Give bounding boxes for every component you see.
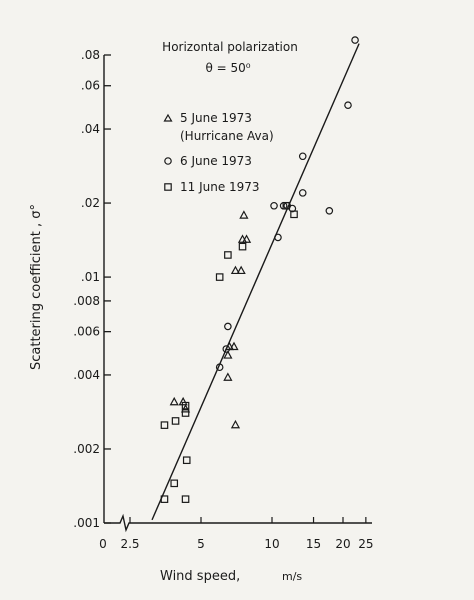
point-circle (224, 322, 232, 331)
legend: 5 June 1973 (Hurricane Ava) 6 June 1973 … (163, 111, 274, 194)
y-tick-label: .008 (73, 294, 100, 308)
point-square (170, 479, 179, 488)
legend-label-5-june: 5 June 1973 (180, 111, 252, 125)
x-tick-label: 20 (335, 537, 350, 551)
point-triangle (230, 419, 241, 429)
point-square (224, 251, 232, 259)
chart-title-line1: Horizontal polarization (162, 40, 298, 54)
point-triangle (169, 396, 179, 406)
point-triangle (236, 265, 246, 275)
point-square (160, 421, 169, 429)
point-square (282, 201, 291, 210)
x-tick-label: 10 (264, 537, 279, 551)
y-tick-label: .08 (81, 48, 100, 62)
point-circle (270, 201, 278, 210)
point-square (215, 273, 224, 281)
legend-square-icon (164, 183, 172, 191)
x-tick-label: 5 (197, 537, 205, 551)
x-ticks: 2.5 5 10 15 20 25 (120, 517, 373, 551)
point-circle (325, 207, 334, 215)
point-circle (298, 189, 307, 197)
point-circle (222, 345, 231, 353)
legend-circle-icon (164, 157, 172, 165)
point-triangle (230, 265, 241, 275)
point-circle (274, 233, 282, 242)
legend-triangle-icon (163, 113, 173, 122)
fit-line (151, 43, 360, 521)
y-tick-label: .006 (73, 325, 100, 339)
y-tick-label: .04 (81, 122, 100, 136)
x-tick-label: 25 (358, 537, 373, 551)
point-triangle (178, 396, 188, 406)
y-tick-label: .06 (81, 79, 100, 93)
point-square (160, 495, 169, 503)
point-triangle (229, 341, 239, 351)
legend-label-hurricane-ava: (Hurricane Ava) (180, 129, 274, 143)
point-circle (215, 363, 224, 372)
legend-label-6-june: 6 June 1973 (180, 154, 252, 168)
x-axis-unit: m/s (282, 570, 302, 583)
legend-label-11-june: 11 June 1973 (180, 180, 260, 194)
point-circle (298, 152, 307, 161)
point-triangle (239, 210, 249, 219)
x-zero-label: 0 (99, 537, 107, 551)
chart-title-line2: θ = 50⁰ (205, 61, 250, 75)
point-triangle (223, 350, 233, 359)
x-tick-label: 2.5 (120, 537, 139, 551)
point-square (181, 401, 190, 410)
point-triangle (241, 234, 252, 243)
point-square (181, 409, 190, 417)
y-tick-label: .01 (81, 270, 100, 284)
y-ticks: .001 .002 .004 .006 .008 .01 .02 .04 .06 .08 (73, 48, 111, 530)
point-square (238, 242, 247, 251)
axes (103, 55, 372, 533)
x-axis-label: Wind speed, (160, 569, 240, 584)
point-circle (351, 36, 359, 44)
y-axis-label: Scattering coefficient , σ° (29, 204, 44, 370)
point-square (182, 456, 191, 465)
point-triangle (223, 372, 233, 381)
y-tick-label: .004 (73, 368, 100, 382)
point-square (171, 417, 180, 425)
data-points (160, 36, 359, 503)
point-circle (344, 101, 352, 109)
y-tick-label: .02 (81, 196, 100, 210)
x-tick-label: 15 (306, 537, 321, 551)
point-square (290, 210, 298, 219)
y-tick-label: .002 (73, 442, 100, 456)
point-square (181, 495, 190, 503)
y-tick-label: .001 (73, 516, 100, 530)
x-axis-line (104, 513, 372, 533)
